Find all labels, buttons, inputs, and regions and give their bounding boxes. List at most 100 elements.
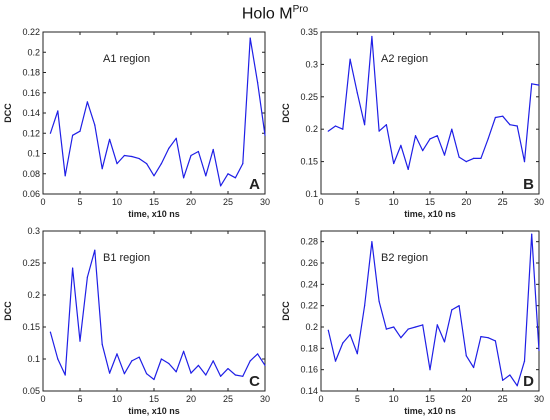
x-tick-label: 25 — [498, 394, 508, 404]
x-tick-label: 30 — [534, 394, 544, 404]
data-point — [138, 356, 140, 358]
figure-title-superscript: Pro — [292, 4, 309, 15]
plot-frame — [320, 31, 540, 195]
x-tick-label: 30 — [260, 197, 270, 207]
data-point — [86, 101, 88, 103]
data-point — [264, 364, 266, 366]
data-point — [123, 373, 125, 375]
data-point — [400, 144, 402, 146]
data-point — [342, 342, 344, 344]
data-point — [264, 134, 266, 136]
y-tick-label: 0.3 — [27, 226, 40, 236]
data-point — [227, 368, 229, 370]
data-point — [116, 163, 118, 165]
data-point — [49, 132, 52, 134]
data-point — [531, 83, 533, 85]
data-point — [414, 326, 417, 328]
data-point — [175, 137, 177, 139]
data-point — [487, 138, 489, 140]
data-point — [109, 372, 111, 374]
y-tick-label: 0.18 — [22, 68, 40, 78]
data-point — [334, 360, 337, 362]
chart-panel-a1: 0 5 10 15 20 25 30 0.06 0.08 0.1 0.12 0.14 0.16 0.18 0… — [3, 27, 270, 219]
data-point — [334, 125, 337, 127]
data-point — [443, 154, 446, 156]
data-point — [131, 360, 133, 362]
data-point — [205, 175, 207, 177]
data-point — [234, 374, 236, 376]
data-point — [234, 177, 236, 179]
data-point — [509, 374, 511, 376]
y-tick-label: 0.2 — [27, 290, 40, 300]
data-point — [123, 154, 125, 157]
chart-panel-b1: 0 5 10 15 20 25 30 0.05 0.1 0.15 0.2 0.25 0.3 B1 regi… — [3, 226, 270, 416]
data-point — [480, 157, 482, 159]
data-point — [407, 168, 409, 170]
data-point — [212, 360, 214, 362]
data-point — [473, 366, 475, 369]
data-point — [183, 177, 185, 179]
data-point — [516, 125, 518, 127]
x-tick-label: 10 — [389, 197, 399, 207]
y-tick-label: 0.28 — [300, 237, 318, 247]
y-tick-label: 0.2 — [305, 124, 318, 134]
x-tick-label: 20 — [186, 197, 196, 207]
data-point — [79, 340, 81, 342]
x-axis-label: time, x10 ns — [404, 406, 456, 416]
x-tick-label: 5 — [77, 394, 82, 404]
data-point — [378, 300, 380, 302]
data-point — [422, 150, 424, 152]
data-point — [220, 185, 222, 187]
data-point — [212, 148, 214, 151]
y-axis-label: DCC — [3, 103, 13, 123]
x-tick-label: 15 — [425, 197, 435, 207]
x-tick-label: 30 — [534, 197, 544, 207]
data-point — [257, 353, 259, 355]
data-point — [429, 138, 431, 140]
data-point — [64, 175, 66, 177]
x-tick-label: 0 — [40, 197, 45, 207]
data-point — [168, 147, 170, 149]
data-point — [49, 331, 52, 333]
data-point — [473, 157, 475, 159]
dcc-series-line — [327, 233, 540, 387]
x-tick-label: 25 — [498, 197, 508, 207]
data-point — [523, 161, 526, 163]
x-tick-label: 25 — [223, 394, 233, 404]
panel-title: B1 region — [103, 252, 150, 264]
y-tick-label: 0.05 — [22, 386, 40, 396]
panel-title: B2 region — [381, 252, 428, 264]
data-point — [451, 128, 453, 130]
data-point — [393, 326, 395, 328]
data-point — [342, 128, 344, 130]
data-point — [356, 92, 358, 94]
data-point — [494, 340, 496, 342]
data-point — [116, 353, 118, 355]
y-tick-label: 0.15 — [22, 322, 40, 332]
y-tick-label: 0.2 — [27, 47, 40, 57]
data-point — [538, 349, 540, 352]
data-point — [249, 360, 251, 362]
data-point — [86, 276, 88, 278]
data-point — [79, 130, 81, 132]
panel-title: A1 region — [103, 53, 150, 65]
data-point — [458, 156, 460, 158]
data-point — [356, 353, 358, 355]
panel-title: A2 region — [381, 53, 428, 65]
figure-title-main: Holo M — [241, 5, 293, 23]
x-axis-label: time, x10 ns — [128, 209, 180, 219]
data-point — [175, 371, 177, 373]
y-tick-label: 0.14 — [22, 108, 40, 118]
y-axis-label: DCC — [281, 301, 291, 321]
x-tick-label: 0 — [318, 197, 323, 207]
x-tick-label: 10 — [389, 394, 399, 404]
x-tick-label: 5 — [77, 197, 82, 207]
data-point — [480, 336, 482, 338]
data-point — [227, 173, 229, 175]
y-tick-label: 0.16 — [300, 365, 318, 375]
dcc-series-line — [49, 249, 266, 381]
data-point — [64, 374, 66, 376]
panel-letter: B — [523, 176, 534, 193]
x-tick-label: 0 — [318, 394, 323, 404]
y-tick-label: 0.26 — [300, 258, 318, 268]
